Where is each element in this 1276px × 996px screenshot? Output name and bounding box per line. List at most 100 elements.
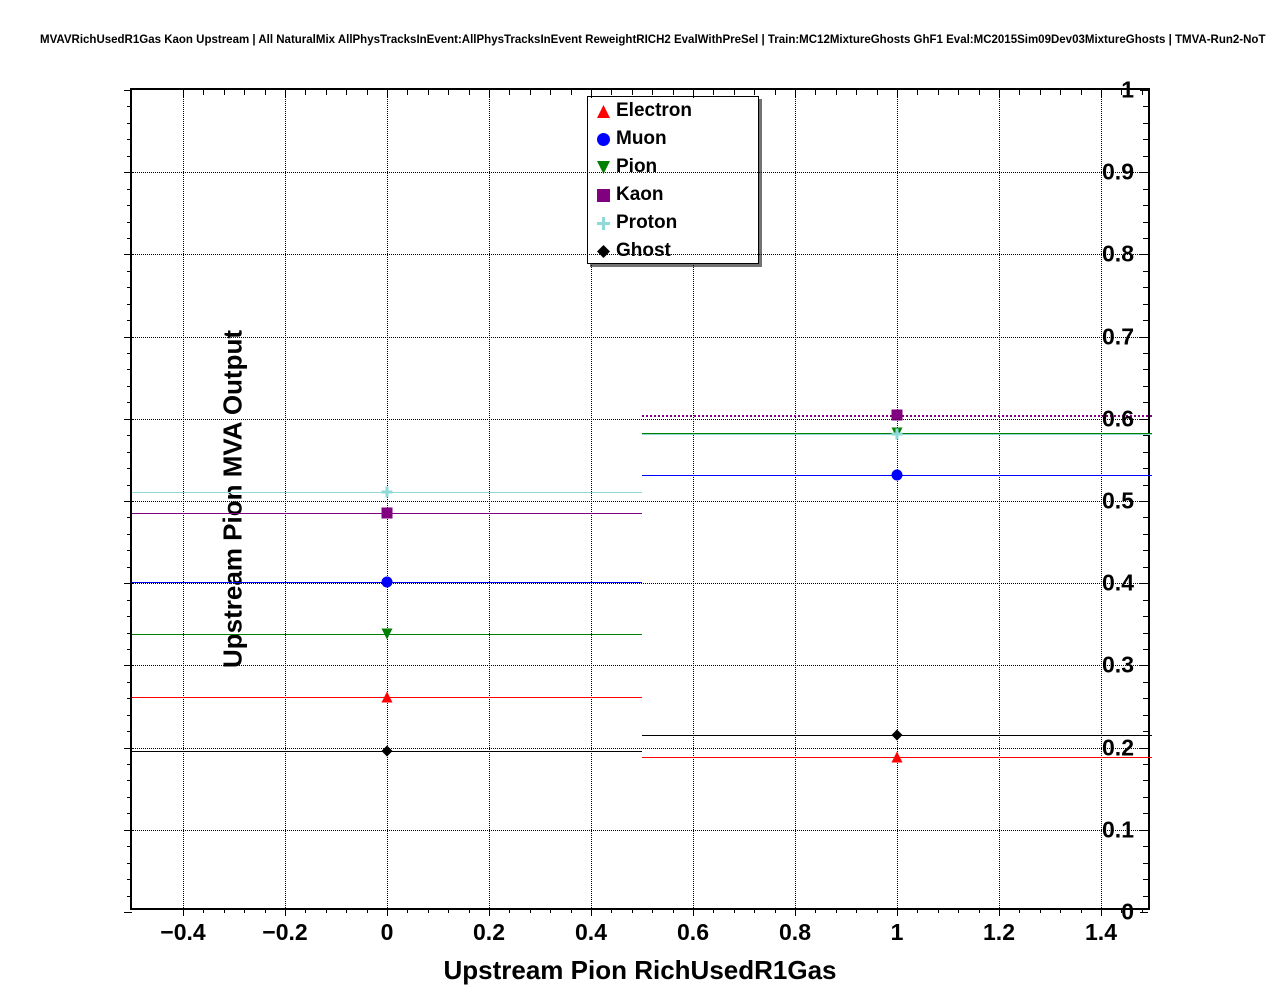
y-tick-major-right <box>1140 90 1148 91</box>
y-tick-major <box>124 419 132 420</box>
y-tick-minor <box>127 468 132 469</box>
x-tick-major-top <box>489 90 490 98</box>
gridline-vertical <box>489 90 490 908</box>
gridline-vertical <box>183 90 184 908</box>
x-tick-major <box>387 908 388 916</box>
y-tick-minor-right <box>1143 896 1148 897</box>
y-tick-minor-right <box>1143 633 1148 634</box>
y-tick-major <box>124 501 132 502</box>
y-tick-minor <box>127 567 132 568</box>
x-tick-minor-top <box>571 90 572 95</box>
x-axis-label: Upstream Pion RichUsedR1Gas <box>443 955 836 986</box>
muon-data-point <box>892 469 903 480</box>
y-tick-minor <box>127 320 132 321</box>
y-tick-minor <box>127 205 132 206</box>
x-tick-minor <box>428 908 429 913</box>
y-tick-minor <box>127 846 132 847</box>
x-tick-minor-top <box>632 90 633 95</box>
y-tick-minor-right <box>1143 205 1148 206</box>
x-tick-label: −0.2 <box>262 919 307 946</box>
y-tick-label: 0.3 <box>1102 652 1134 679</box>
kaon-legend-icon <box>594 189 612 202</box>
y-tick-major <box>124 748 132 749</box>
x-tick-minor-top <box>407 90 408 95</box>
kaon-data-point <box>382 508 393 519</box>
y-tick-minor-right <box>1143 435 1148 436</box>
legend-item-ghost: Ghost <box>588 237 758 265</box>
y-tick-minor <box>127 402 132 403</box>
gridline-horizontal <box>132 748 1148 749</box>
electron-data-point <box>892 752 903 763</box>
x-tick-major <box>183 908 184 916</box>
y-tick-minor <box>127 797 132 798</box>
y-tick-minor-right <box>1143 731 1148 732</box>
y-tick-minor <box>127 616 132 617</box>
y-axis-label: Upstream Pion MVA Output <box>218 330 249 668</box>
gridline-horizontal <box>132 172 1148 173</box>
y-tick-minor <box>127 682 132 683</box>
x-tick-minor-top <box>754 90 755 95</box>
y-tick-label: 0.4 <box>1102 570 1134 597</box>
y-tick-minor <box>127 435 132 436</box>
y-tick-minor-right <box>1143 222 1148 223</box>
x-tick-minor <box>469 908 470 913</box>
y-tick-minor-right <box>1143 304 1148 305</box>
y-tick-major-right <box>1140 665 1148 666</box>
x-tick-minor <box>917 908 918 913</box>
x-tick-minor-top <box>917 90 918 95</box>
y-tick-major-right <box>1140 830 1148 831</box>
x-tick-minor <box>265 908 266 913</box>
x-tick-minor-top <box>775 90 776 95</box>
y-tick-minor-right <box>1143 369 1148 370</box>
x-tick-minor-top <box>734 90 735 95</box>
x-tick-major-top <box>1101 90 1102 98</box>
legend-label-kaon: Kaon <box>616 184 664 206</box>
y-tick-minor <box>127 813 132 814</box>
y-tick-minor-right <box>1143 682 1148 683</box>
y-tick-minor-right <box>1143 616 1148 617</box>
x-tick-minor-top <box>938 90 939 95</box>
gridline-horizontal <box>132 254 1148 255</box>
gridline-vertical <box>387 90 388 908</box>
legend-label-ghost: Ghost <box>616 240 671 262</box>
x-tick-major-top <box>591 90 592 98</box>
x-tick-minor <box>734 908 735 913</box>
legend-box: Electron Muon Pion Kaon Proton Ghost <box>587 96 759 264</box>
legend-label-proton: Proton <box>616 212 677 234</box>
y-tick-label: 0.2 <box>1102 734 1134 761</box>
y-tick-minor-right <box>1143 386 1148 387</box>
y-tick-major <box>124 665 132 666</box>
legend-items-container: Electron Muon Pion Kaon Proton Ghost <box>588 97 758 265</box>
y-tick-minor <box>127 386 132 387</box>
y-tick-major <box>124 254 132 255</box>
x-tick-minor-top <box>305 90 306 95</box>
y-tick-minor-right <box>1143 271 1148 272</box>
x-tick-minor-top <box>469 90 470 95</box>
y-tick-minor <box>127 534 132 535</box>
gridline-horizontal <box>132 337 1148 338</box>
legend-item-electron: Electron <box>588 97 758 125</box>
x-tick-major <box>285 908 286 916</box>
y-tick-major <box>124 912 132 913</box>
gridline-vertical <box>285 90 286 908</box>
x-tick-minor <box>1040 908 1041 913</box>
x-tick-minor <box>836 908 837 913</box>
x-tick-label: 1.2 <box>983 919 1015 946</box>
y-tick-minor-right <box>1143 353 1148 354</box>
x-tick-minor <box>1060 908 1061 913</box>
proton-data-point <box>892 428 903 439</box>
y-tick-minor-right <box>1143 550 1148 551</box>
x-tick-minor-top <box>326 90 327 95</box>
x-tick-minor <box>673 908 674 913</box>
y-tick-minor-right <box>1143 123 1148 124</box>
y-tick-minor <box>127 304 132 305</box>
y-tick-minor <box>127 222 132 223</box>
y-tick-minor-right <box>1143 139 1148 140</box>
y-tick-minor <box>127 123 132 124</box>
y-tick-minor <box>127 764 132 765</box>
y-tick-major <box>124 583 132 584</box>
y-tick-minor-right <box>1143 863 1148 864</box>
y-tick-label: 1 <box>1121 77 1134 104</box>
electron-legend-icon <box>594 105 612 118</box>
x-tick-minor <box>938 908 939 913</box>
